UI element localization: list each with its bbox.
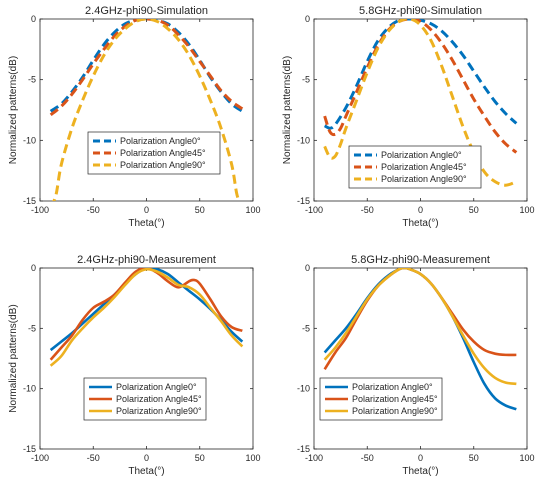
plot-area [39,267,254,450]
series-group [49,268,244,367]
series-line-3 [323,268,517,386]
y-tick-label: -10 [297,384,310,394]
series-line-2 [323,19,518,154]
chart-3: -100 -50 0 50 100 0 -5 -10 -15 2.4GHz-phi90-Measu… [8,254,261,477]
x-tick-label: 0 [418,205,423,215]
legend: Polarization Angle0° Polarization Angle45… [319,377,443,421]
x-tick-label: 50 [195,205,205,215]
x-tick-label: -100 [31,453,49,463]
y-tick-label: -5 [28,75,36,85]
y-tick-label: -5 [302,323,310,333]
x-tick-label: -100 [305,205,323,215]
y-tick-label: 0 [305,14,310,24]
series-line-3 [52,19,241,201]
y-tick-label: -5 [28,323,36,333]
x-tick-label: 100 [519,453,534,463]
chart-title: 2.4GHz-phi90-Simulation [85,5,208,17]
legend-label-2: Polarization Angle45° [381,162,467,172]
y-tick-label: -15 [297,444,310,454]
legend-label-3: Polarization Angle90° [116,406,202,416]
chart-title: 5.8GHz-phi90-Simulation [359,5,482,17]
y-axis-label: Normalized patterns(dB) [8,56,19,164]
legend-label-1: Polarization Angle0° [116,382,197,392]
y-tick-label: -15 [23,444,36,454]
legend: Polarization Angle0° Polarization Angle45… [87,131,221,175]
y-tick-label: -10 [23,384,36,394]
y-tick-label: -10 [297,135,310,145]
x-tick-label: 100 [245,453,260,463]
y-tick-label: -10 [23,135,36,145]
y-axis-label: Normalized patterns(dB) [282,56,293,164]
legend-label-3: Polarization Angle90° [120,160,206,170]
x-axis-label: Theta(°) [128,466,164,477]
legend-label-3: Polarization Angle90° [352,406,438,416]
chart-title: 2.4GHz-phi90-Measurement [77,254,216,266]
y-tick-label: -15 [297,196,310,206]
y-tick-label: -5 [302,75,310,85]
y-tick-label: 0 [305,263,310,273]
legend-label-1: Polarization Angle0° [352,382,433,392]
y-axis-label: Normalized patterns(dB) [8,304,19,412]
chart-1: -100 -50 0 50 100 0 -5 -10 -15 2.4GHz-phi90-Simul… [8,5,261,229]
legend-label-1: Polarization Angle0° [120,136,201,146]
series-line-3 [323,19,517,187]
x-axis-label: Theta(°) [402,466,438,477]
x-tick-label: 100 [245,205,260,215]
plot-area [313,267,528,450]
x-axis-label: Theta(°) [402,218,438,229]
series-group [49,19,244,201]
x-tick-label: 0 [144,205,149,215]
legend-label-3: Polarization Angle90° [381,174,467,184]
x-axis-label: Theta(°) [128,218,164,229]
series-line-1 [323,19,518,130]
series-line-3 [49,268,244,367]
series-group [323,268,517,411]
x-tick-label: -100 [305,453,323,463]
chart-4: -100 -50 0 50 100 0 -5 -10 -15 5.8GHz-phi90-Measu… [297,254,535,477]
legend-label-2: Polarization Angle45° [120,148,206,158]
x-tick-label: -50 [361,453,374,463]
chart-2: -100 -50 0 50 100 0 -5 -10 -15 5.8GHz-phi90-Simul… [282,5,535,229]
x-tick-label: 0 [144,453,149,463]
legend: Polarization Angle0° Polarization Angle45… [348,145,482,189]
x-tick-label: -50 [87,453,100,463]
series-group [323,19,518,187]
x-tick-label: -50 [87,205,100,215]
legend-label-2: Polarization Angle45° [116,394,202,404]
y-tick-label: 0 [31,263,36,273]
legend-label-1: Polarization Angle0° [381,150,462,160]
legend-label-2: Polarization Angle45° [352,394,438,404]
chart-title: 5.8GHz-phi90-Measurement [351,254,490,266]
y-tick-label: -15 [23,196,36,206]
series-line-2 [49,19,244,117]
legend: Polarization Angle0° Polarization Angle45… [83,377,207,421]
x-tick-label: 0 [418,453,423,463]
x-tick-label: 50 [469,205,479,215]
x-tick-label: 50 [469,453,479,463]
y-tick-label: 0 [31,14,36,24]
x-tick-label: -50 [361,205,374,215]
x-tick-label: -100 [31,205,49,215]
x-tick-label: 50 [195,453,205,463]
x-tick-label: 100 [519,205,534,215]
